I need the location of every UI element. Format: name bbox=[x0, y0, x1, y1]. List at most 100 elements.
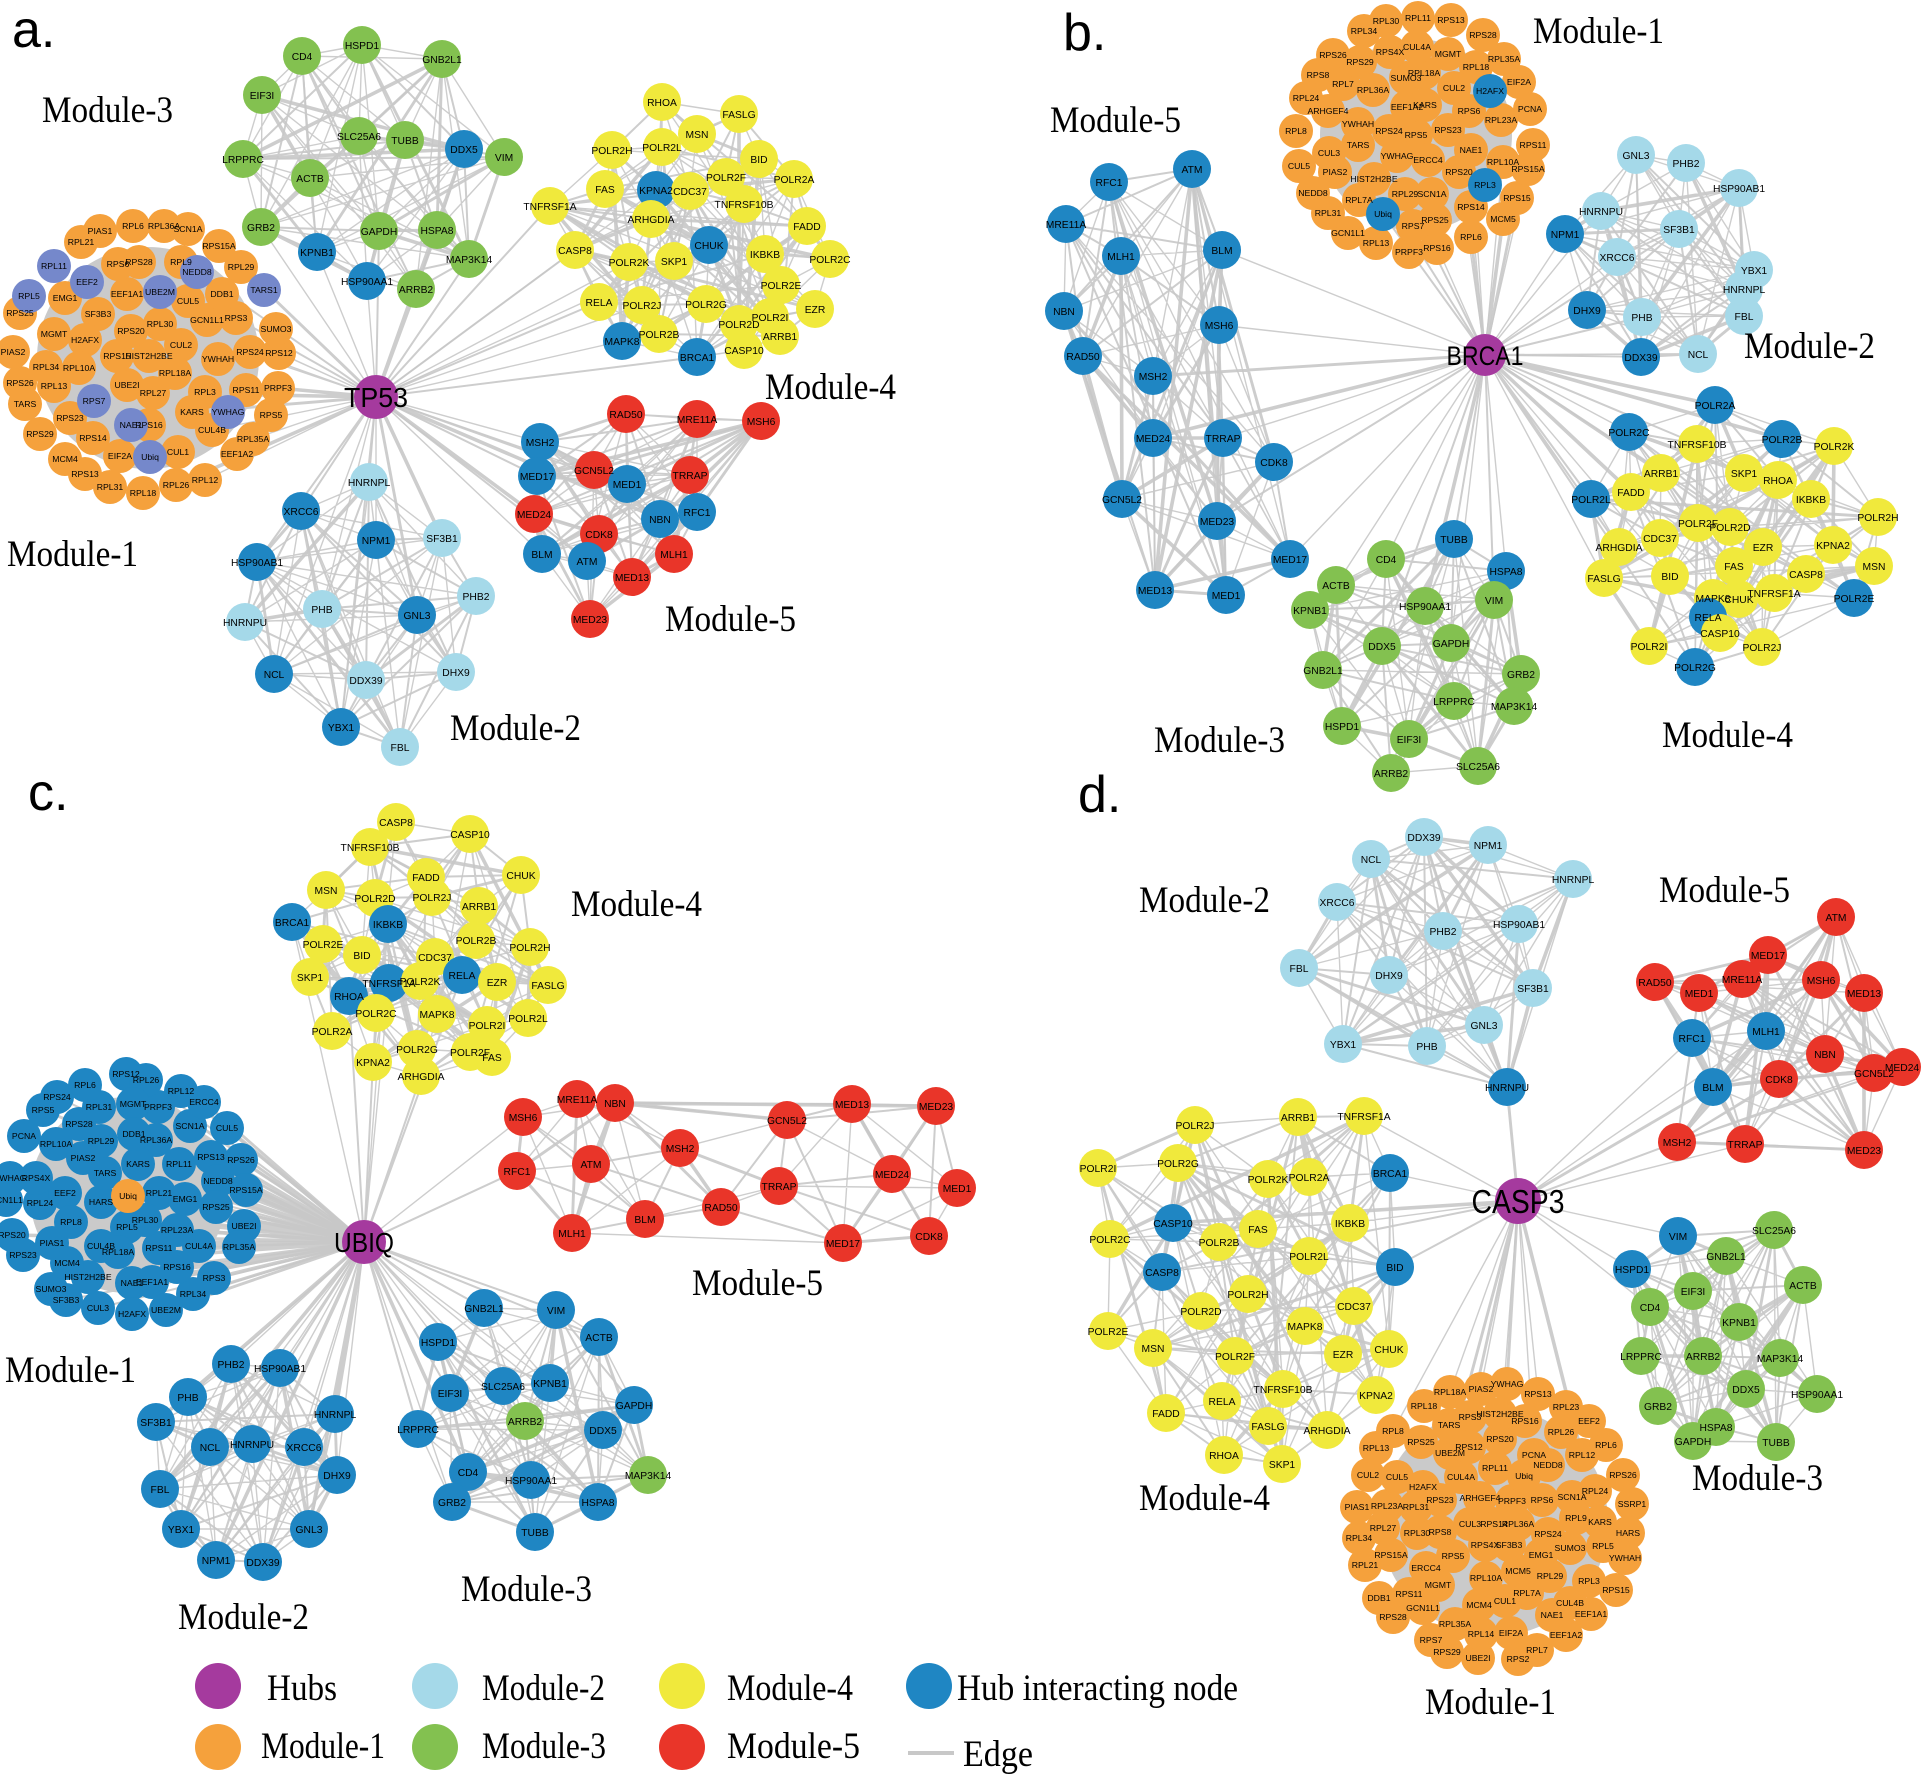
svg-text:PHB: PHB bbox=[311, 605, 332, 616]
svg-text:GNL3: GNL3 bbox=[1623, 151, 1650, 162]
svg-text:CHUK: CHUK bbox=[506, 871, 535, 882]
svg-text:MCM4: MCM4 bbox=[54, 1258, 80, 1268]
svg-text:NBN: NBN bbox=[604, 1099, 626, 1110]
svg-text:RPL36A: RPL36A bbox=[140, 1135, 173, 1145]
svg-text:POLR2A: POLR2A bbox=[312, 1027, 353, 1038]
svg-text:RPS25: RPS25 bbox=[6, 308, 34, 318]
svg-text:Hub interacting node: Hub interacting node bbox=[957, 1668, 1238, 1709]
svg-text:NEDD8: NEDD8 bbox=[182, 267, 212, 277]
svg-text:CASP8: CASP8 bbox=[1789, 570, 1823, 581]
svg-text:EEF1A2: EEF1A2 bbox=[1550, 1630, 1583, 1640]
svg-text:RPL30: RPL30 bbox=[147, 319, 174, 329]
svg-text:SKP1: SKP1 bbox=[1269, 1460, 1296, 1471]
svg-text:RPL36A: RPL36A bbox=[1357, 85, 1390, 95]
svg-text:MSH2: MSH2 bbox=[1663, 1138, 1692, 1149]
svg-text:RPL30: RPL30 bbox=[132, 1215, 159, 1225]
svg-text:RPS7: RPS7 bbox=[1420, 1635, 1443, 1645]
svg-text:POLR2J: POLR2J bbox=[413, 893, 452, 904]
svg-text:HSP90AA1: HSP90AA1 bbox=[505, 1476, 557, 1487]
svg-text:RPS26: RPS26 bbox=[6, 378, 34, 388]
svg-text:RPS14: RPS14 bbox=[1457, 202, 1485, 212]
svg-text:EEF1A1: EEF1A1 bbox=[1575, 1609, 1608, 1619]
svg-text:GCN1L1: GCN1L1 bbox=[1406, 1603, 1440, 1613]
svg-text:MED17: MED17 bbox=[1273, 555, 1308, 566]
svg-text:Module-4: Module-4 bbox=[727, 1668, 853, 1709]
svg-text:TUBB: TUBB bbox=[1440, 535, 1468, 546]
svg-text:YBX1: YBX1 bbox=[1330, 1040, 1357, 1051]
svg-text:GAPDH: GAPDH bbox=[361, 227, 398, 238]
svg-text:DHX9: DHX9 bbox=[1375, 971, 1403, 982]
svg-text:RPL3: RPL3 bbox=[194, 387, 216, 397]
svg-text:RPS29: RPS29 bbox=[1433, 1647, 1461, 1657]
svg-text:MED1: MED1 bbox=[613, 480, 642, 491]
svg-text:RPL34: RPL34 bbox=[33, 362, 60, 372]
svg-text:UBE2I: UBE2I bbox=[1465, 1653, 1490, 1663]
svg-text:MED23: MED23 bbox=[1847, 1146, 1882, 1157]
svg-text:KARS: KARS bbox=[126, 1159, 150, 1169]
svg-text:RPS15A: RPS15A bbox=[1374, 1550, 1408, 1560]
svg-text:YBX1: YBX1 bbox=[328, 723, 355, 734]
svg-text:ATM: ATM bbox=[1182, 165, 1203, 176]
svg-text:NAE1: NAE1 bbox=[121, 1278, 144, 1288]
svg-text:CUL4B: CUL4B bbox=[1556, 1598, 1584, 1608]
svg-text:FASLG: FASLG bbox=[531, 981, 564, 992]
svg-text:POLR2D: POLR2D bbox=[354, 894, 395, 905]
svg-text:SF3B1: SF3B1 bbox=[140, 1418, 172, 1429]
svg-text:FBL: FBL bbox=[1735, 312, 1754, 323]
svg-text:RPL27: RPL27 bbox=[140, 388, 167, 398]
svg-text:RAD50: RAD50 bbox=[704, 1203, 737, 1214]
svg-text:TNFRSF1A: TNFRSF1A bbox=[362, 979, 415, 990]
svg-text:ARHGDIA: ARHGDIA bbox=[398, 1072, 445, 1083]
svg-text:EMG1: EMG1 bbox=[1529, 1550, 1554, 1560]
svg-text:EIF3I: EIF3I bbox=[1681, 1287, 1706, 1298]
svg-text:Ubiq: Ubiq bbox=[119, 1191, 137, 1201]
svg-text:POLR2J: POLR2J bbox=[1743, 643, 1782, 654]
svg-text:RPL35A: RPL35A bbox=[1439, 1619, 1472, 1629]
svg-text:RPS29: RPS29 bbox=[26, 429, 54, 439]
svg-text:RPS4X: RPS4X bbox=[22, 1173, 51, 1183]
svg-text:MRE11A: MRE11A bbox=[557, 1095, 598, 1106]
svg-text:BRCA1: BRCA1 bbox=[1373, 1169, 1408, 1180]
svg-text:RPS16: RPS16 bbox=[135, 420, 163, 430]
svg-text:RPL6: RPL6 bbox=[122, 221, 144, 231]
svg-text:FAS: FAS bbox=[1724, 562, 1744, 573]
svg-text:GCN1L1: GCN1L1 bbox=[1331, 228, 1365, 238]
svg-text:Module-1: Module-1 bbox=[261, 1726, 385, 1767]
svg-text:RPL21: RPL21 bbox=[1352, 1560, 1379, 1570]
svg-text:TARS: TARS bbox=[1347, 140, 1370, 150]
svg-text:KPNA2: KPNA2 bbox=[639, 186, 673, 197]
svg-text:MED23: MED23 bbox=[573, 615, 608, 626]
svg-text:YWHAH: YWHAH bbox=[1342, 119, 1374, 129]
svg-text:SCN1A: SCN1A bbox=[1418, 189, 1447, 199]
svg-text:FADD: FADD bbox=[1152, 1409, 1179, 1420]
svg-text:ARHGDIA: ARHGDIA bbox=[1596, 543, 1643, 554]
svg-text:DHX9: DHX9 bbox=[323, 1471, 351, 1482]
svg-text:RAD50: RAD50 bbox=[1638, 978, 1671, 989]
svg-text:PHB2: PHB2 bbox=[1673, 159, 1700, 170]
svg-text:RPL30: RPL30 bbox=[1373, 16, 1400, 26]
svg-text:RPS23: RPS23 bbox=[1434, 125, 1462, 135]
svg-text:Ubiq: Ubiq bbox=[1374, 209, 1392, 219]
svg-text:POLR2F: POLR2F bbox=[450, 1048, 490, 1059]
svg-text:RPS11: RPS11 bbox=[1520, 140, 1547, 150]
svg-text:POLR2J: POLR2J bbox=[1176, 1121, 1215, 1132]
svg-text:NPM1: NPM1 bbox=[362, 536, 391, 547]
svg-text:RPS24: RPS24 bbox=[43, 1092, 71, 1102]
svg-text:PCNA: PCNA bbox=[12, 1131, 36, 1141]
svg-text:BRCA1: BRCA1 bbox=[275, 918, 310, 929]
svg-text:SF3B3: SF3B3 bbox=[53, 1295, 80, 1305]
svg-text:SLC25A6: SLC25A6 bbox=[481, 1382, 525, 1393]
svg-text:BRCA1: BRCA1 bbox=[1447, 341, 1524, 371]
svg-text:MLH1: MLH1 bbox=[1107, 252, 1135, 263]
svg-text:POLR2L: POLR2L bbox=[1571, 495, 1611, 506]
svg-text:RPL23A: RPL23A bbox=[161, 1225, 194, 1235]
svg-text:XRCC6: XRCC6 bbox=[1320, 898, 1355, 909]
svg-text:NCL: NCL bbox=[200, 1443, 221, 1454]
svg-text:NCL: NCL bbox=[264, 670, 285, 681]
svg-text:RPL9: RPL9 bbox=[1565, 1513, 1587, 1523]
svg-text:RPL29: RPL29 bbox=[228, 262, 255, 272]
svg-text:FBL: FBL bbox=[151, 1485, 170, 1496]
svg-text:Module-4: Module-4 bbox=[1662, 715, 1793, 756]
svg-text:RPS23: RPS23 bbox=[1426, 1495, 1454, 1505]
svg-text:RPL29: RPL29 bbox=[88, 1136, 115, 1146]
